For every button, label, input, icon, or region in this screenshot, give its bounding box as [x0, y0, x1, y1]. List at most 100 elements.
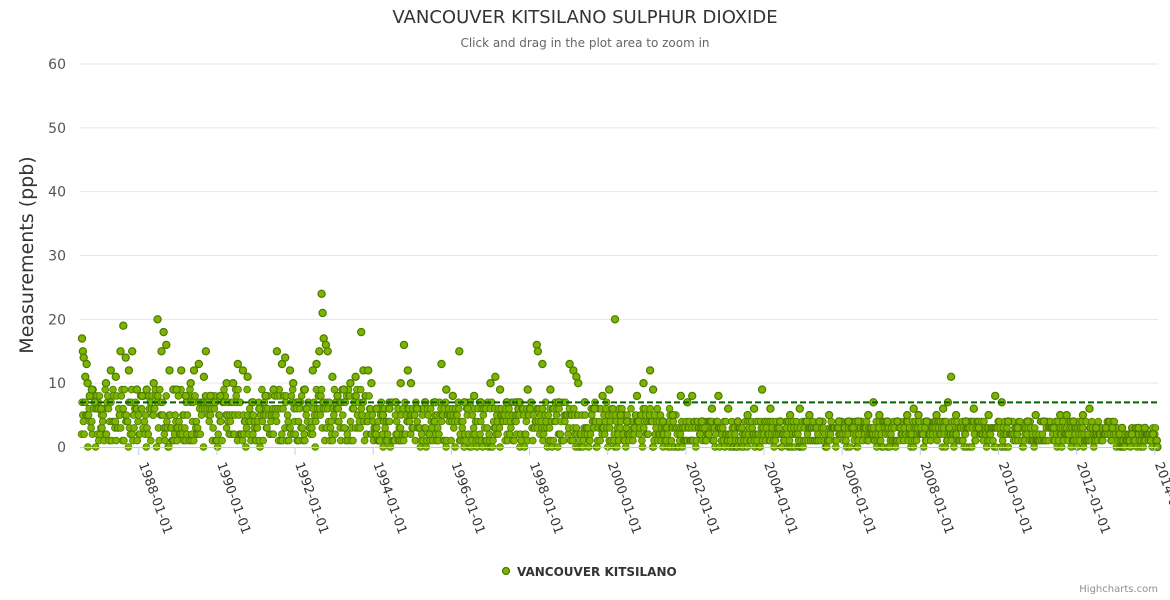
- data-point[interactable]: [864, 410, 873, 420]
- data-point[interactable]: [1003, 417, 1013, 426]
- data-point-dense[interactable]: [461, 436, 470, 445]
- data-point-dense[interactable]: [785, 436, 794, 445]
- data-point-dense[interactable]: [259, 436, 268, 445]
- data-point-dense[interactable]: [1065, 430, 1073, 439]
- data-point-dense[interactable]: [234, 385, 242, 394]
- data-point-dense[interactable]: [302, 404, 311, 413]
- data-point-dense[interactable]: [147, 436, 155, 445]
- data-point-dense[interactable]: [609, 404, 617, 413]
- data-point-dense[interactable]: [181, 424, 189, 432]
- data-point-dense[interactable]: [406, 430, 415, 439]
- data-point-dense[interactable]: [272, 411, 280, 419]
- data-point-dense[interactable]: [517, 436, 525, 445]
- legend[interactable]: VANCOUVER KITSILANO: [501, 565, 677, 579]
- data-point[interactable]: [346, 379, 355, 388]
- data-point-dense[interactable]: [961, 430, 970, 439]
- data-point[interactable]: [285, 366, 295, 375]
- data-point-dense[interactable]: [512, 417, 520, 426]
- data-point-dense[interactable]: [539, 430, 548, 439]
- data-point[interactable]: [961, 417, 970, 426]
- data-point-dense[interactable]: [88, 417, 96, 426]
- data-point[interactable]: [323, 347, 332, 356]
- data-point-dense[interactable]: [301, 436, 309, 445]
- data-point-dense[interactable]: [232, 392, 241, 400]
- data-point-dense[interactable]: [338, 411, 347, 419]
- data-point[interactable]: [749, 404, 759, 413]
- data-point[interactable]: [622, 417, 632, 426]
- data-point-dense[interactable]: [581, 411, 590, 419]
- data-point-dense[interactable]: [159, 411, 167, 419]
- data-point[interactable]: [616, 410, 625, 420]
- data-point[interactable]: [714, 391, 723, 401]
- data-point-dense[interactable]: [399, 436, 408, 445]
- data-point[interactable]: [984, 410, 993, 420]
- data-point[interactable]: [243, 372, 252, 381]
- data-point-dense[interactable]: [771, 436, 780, 445]
- data-point-dense[interactable]: [653, 404, 662, 413]
- data-point-dense[interactable]: [226, 417, 235, 426]
- data-point[interactable]: [1062, 410, 1071, 420]
- data-point[interactable]: [364, 366, 373, 375]
- data-point-dense[interactable]: [340, 424, 349, 432]
- data-point[interactable]: [255, 404, 264, 413]
- data-point-dense[interactable]: [696, 430, 705, 439]
- data-point[interactable]: [312, 359, 321, 369]
- data-point-dense[interactable]: [449, 424, 458, 432]
- data-point[interactable]: [724, 404, 733, 413]
- data-point-dense[interactable]: [552, 411, 561, 419]
- data-point[interactable]: [261, 391, 270, 401]
- data-point-dense[interactable]: [205, 417, 214, 426]
- data-point-dense[interactable]: [349, 404, 358, 413]
- data-point[interactable]: [610, 315, 620, 324]
- data-point[interactable]: [238, 366, 248, 375]
- data-point-dense[interactable]: [430, 417, 439, 426]
- data-point-dense[interactable]: [718, 424, 727, 432]
- data-point[interactable]: [228, 379, 238, 388]
- data-point[interactable]: [645, 366, 655, 375]
- data-point-dense[interactable]: [468, 411, 477, 419]
- data-point[interactable]: [372, 404, 381, 413]
- data-point-dense[interactable]: [283, 411, 292, 419]
- data-point[interactable]: [1140, 423, 1150, 433]
- data-point[interactable]: [486, 379, 495, 388]
- data-point-dense[interactable]: [586, 436, 594, 445]
- data-point[interactable]: [399, 340, 409, 350]
- data-point-dense[interactable]: [959, 436, 967, 445]
- data-point-dense[interactable]: [971, 436, 980, 445]
- data-point-dense[interactable]: [494, 430, 502, 439]
- data-point-dense[interactable]: [134, 417, 142, 426]
- data-point-dense[interactable]: [357, 404, 366, 413]
- data-point-dense[interactable]: [495, 424, 504, 432]
- data-point[interactable]: [1085, 404, 1094, 413]
- data-point-dense[interactable]: [300, 430, 309, 439]
- data-point-dense[interactable]: [616, 424, 624, 432]
- data-point[interactable]: [176, 366, 186, 375]
- data-point[interactable]: [194, 359, 203, 369]
- data-point-dense[interactable]: [150, 404, 159, 413]
- data-point[interactable]: [598, 391, 607, 401]
- data-point[interactable]: [378, 410, 388, 420]
- data-point-dense[interactable]: [437, 417, 446, 426]
- data-point-dense[interactable]: [479, 411, 488, 419]
- data-point[interactable]: [87, 385, 97, 394]
- data-point[interactable]: [181, 391, 190, 401]
- data-point-dense[interactable]: [385, 417, 394, 426]
- data-point-dense[interactable]: [238, 436, 247, 445]
- data-point-dense[interactable]: [556, 430, 565, 439]
- data-point[interactable]: [903, 410, 912, 420]
- data-point-dense[interactable]: [133, 436, 142, 445]
- data-point-dense[interactable]: [383, 430, 392, 439]
- data-point[interactable]: [1108, 423, 1117, 433]
- data-point-dense[interactable]: [173, 436, 181, 445]
- data-point[interactable]: [875, 410, 884, 420]
- data-point[interactable]: [137, 391, 147, 401]
- data-point-dense[interactable]: [128, 430, 137, 439]
- data-point[interactable]: [233, 359, 242, 369]
- data-point[interactable]: [574, 379, 583, 388]
- data-point[interactable]: [186, 379, 195, 388]
- data-point[interactable]: [815, 417, 824, 426]
- data-point[interactable]: [538, 359, 547, 369]
- data-point[interactable]: [893, 417, 902, 426]
- data-point-dense[interactable]: [544, 411, 552, 419]
- data-point[interactable]: [523, 385, 532, 394]
